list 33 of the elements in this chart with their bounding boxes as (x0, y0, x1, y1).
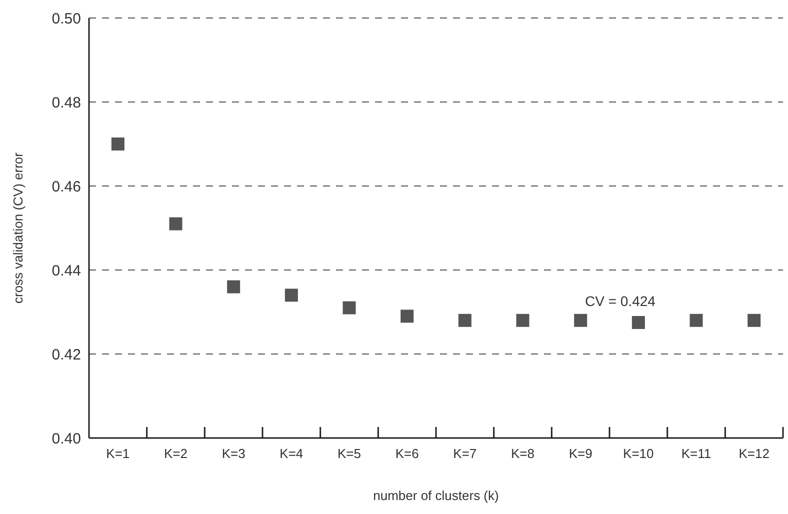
x-tick-label: K=10 (623, 446, 654, 461)
x-tick-label: K=5 (338, 446, 361, 461)
point (169, 217, 182, 230)
x-tick-label: K=4 (280, 446, 304, 461)
point (458, 314, 472, 327)
x-tick-label: K=3 (222, 446, 246, 461)
point (574, 314, 588, 327)
x-tick-label: K=2 (164, 446, 188, 461)
y-tick-label: 0.46 (52, 178, 81, 196)
annotation: CV = 0.424 (585, 293, 656, 309)
point (111, 138, 124, 150)
x-tick-label: K=6 (395, 446, 419, 461)
point (400, 310, 414, 323)
point (227, 280, 240, 294)
y-tick-label: 0.50 (52, 10, 81, 28)
point (690, 314, 703, 327)
x-tick-label: K=1 (106, 446, 130, 461)
point (342, 301, 356, 314)
y-tick-label: 0.42 (52, 346, 81, 364)
point (284, 288, 298, 302)
x-tick-label: K=9 (568, 446, 592, 461)
y-tick-label: 0.40 (52, 430, 81, 448)
y-axis-title: cross validation (CV) error (10, 152, 26, 304)
x-axis-title: number of clusters (k) (373, 488, 499, 503)
point (632, 316, 645, 329)
x-tick-label: K=7 (453, 446, 477, 461)
y-tick-label: 0.48 (52, 94, 81, 112)
x-tick-label: K=12 (738, 446, 770, 461)
point (516, 314, 530, 327)
x-tick-label: K=8 (511, 446, 534, 461)
y-tick-label: 0.44 (52, 262, 81, 280)
point (748, 314, 761, 327)
x-tick-label: K=11 (681, 446, 712, 461)
